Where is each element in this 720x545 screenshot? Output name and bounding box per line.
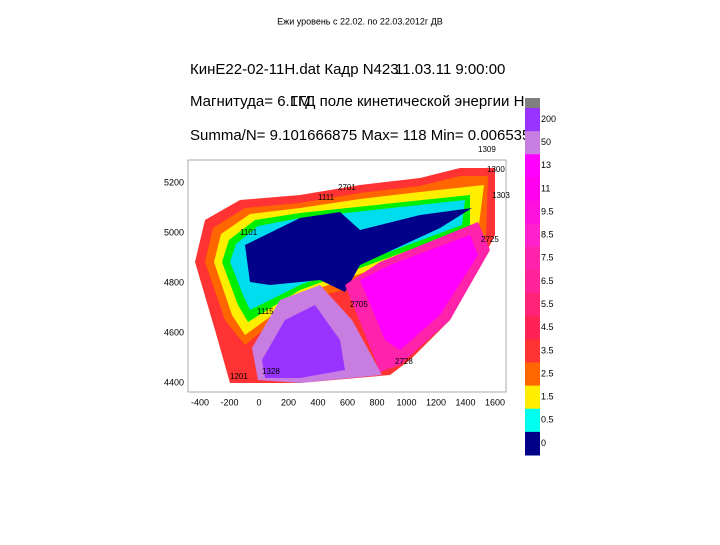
- file-line: КинЕ22-02-11Н.dat Кадр N423: [190, 61, 399, 78]
- colorbar-label: 7.5: [541, 253, 554, 263]
- point-label: 1300: [487, 165, 505, 174]
- colorbar-band: [525, 223, 540, 248]
- point-label: 1111: [318, 193, 335, 202]
- y-tick-label: 5200: [164, 177, 184, 187]
- colorbar-label: 200: [541, 114, 556, 124]
- x-tick-label: 0: [256, 397, 261, 407]
- colorbar-band: [525, 108, 540, 132]
- point-label: 1201: [230, 372, 248, 381]
- y-axis: 5200 5000 4800 4600 4400: [164, 177, 184, 387]
- x-tick-label: 600: [340, 397, 355, 407]
- colorbar-band: [525, 362, 540, 387]
- y-tick-label: 4800: [164, 277, 184, 287]
- colorbar-band: [525, 269, 540, 294]
- x-tick-label: 1600: [485, 397, 505, 407]
- slide-title: Ежи уровень с 22.02. по 22.03.2012г ДВ: [277, 16, 443, 26]
- y-tick-label: 4400: [164, 377, 184, 387]
- colorbar-label: 3.5: [541, 345, 554, 355]
- x-tick-label: 1200: [426, 397, 446, 407]
- colorbar: 200 50 13 11 9.5 8.5 7.5 6.5 5.5 4.5 3.5 2.5 1.5 0.5 0: [525, 98, 556, 456]
- x-tick-label: 400: [310, 397, 325, 407]
- colorbar-label: 4.5: [541, 322, 554, 332]
- x-tick-label: 1000: [396, 397, 416, 407]
- colorbar-band: [525, 431, 540, 456]
- colorbar-band: [525, 246, 540, 271]
- colorbar-cap: [525, 98, 540, 108]
- point-label: 2728: [395, 357, 413, 366]
- x-tick-label: -400: [191, 397, 209, 407]
- colorbar-band: [525, 408, 540, 433]
- colorbar-label: 0: [541, 438, 546, 448]
- colorbar-band: [525, 177, 540, 202]
- contour-field: [195, 168, 495, 383]
- colorbar-band: [525, 339, 540, 363]
- y-tick-label: 4600: [164, 327, 184, 337]
- point-label: 1101: [240, 228, 258, 237]
- x-tick-label: 1400: [455, 397, 475, 407]
- colorbar-label: 5.5: [541, 299, 554, 309]
- magnitude-line: Магнитуда= 6.1М: [190, 93, 311, 110]
- point-label: 1115: [257, 307, 274, 316]
- point-label: 1309: [478, 145, 496, 154]
- point-label: 2701: [338, 183, 356, 192]
- point-label: 1303: [492, 191, 510, 200]
- colorbar-label: 1.5: [541, 392, 554, 402]
- x-tick-label: 800: [369, 397, 384, 407]
- colorbar-band: [525, 154, 540, 178]
- x-tick-label: 200: [281, 397, 296, 407]
- colorbar-band: [525, 200, 540, 225]
- x-axis: -400 -200 0 200 400 600 800 1000 1200 1400 1600: [191, 397, 505, 407]
- date-line: 11.03.11 9:00:00: [395, 61, 505, 78]
- colorbar-label: 6.5: [541, 276, 554, 286]
- colorbar-band: [525, 316, 540, 340]
- x-tick-label: -200: [220, 397, 238, 407]
- colorbar-label: 11: [541, 183, 550, 193]
- y-tick-label: 5000: [164, 227, 184, 237]
- point-label: 1328: [262, 367, 280, 376]
- colorbar-band: [525, 385, 540, 410]
- colorbar-label: 9.5: [541, 206, 554, 216]
- field-line: ГГД поле кинетической энергии Н.: [290, 93, 529, 110]
- colorbar-label: 8.5: [541, 230, 554, 240]
- colorbar-band: [525, 293, 540, 317]
- colorbar-band: [525, 131, 540, 155]
- summary-line: Summa/N= 9.101666875 Max= 118 Min= 0.006…: [190, 127, 530, 144]
- point-label: 2705: [350, 300, 368, 309]
- colorbar-label: 2.5: [541, 368, 554, 378]
- colorbar-label: 13: [541, 160, 551, 170]
- colorbar-label: 50: [541, 137, 551, 147]
- colorbar-label: 0.5: [541, 415, 554, 425]
- point-label: 2725: [481, 235, 499, 244]
